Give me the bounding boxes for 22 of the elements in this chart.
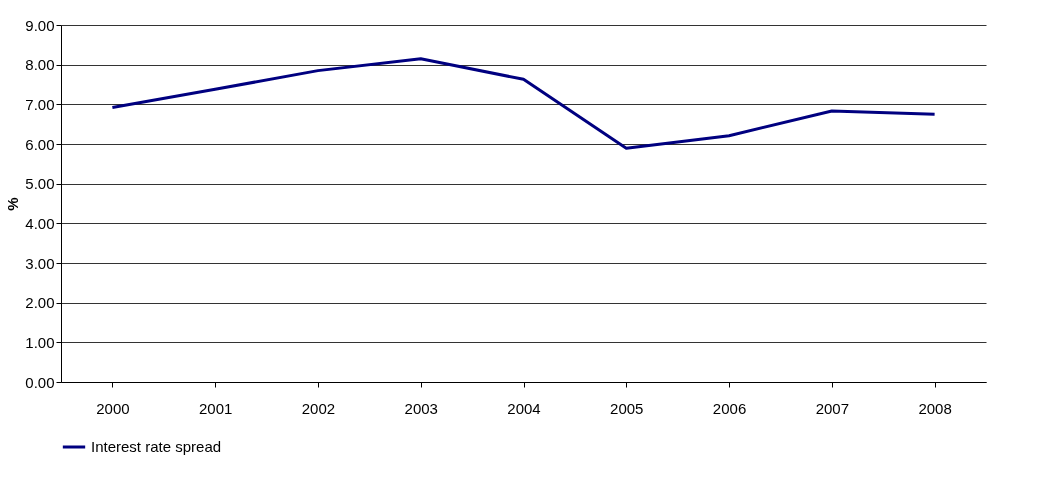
y-tick-label: 9.00 <box>25 16 55 34</box>
y-tick-label: 3.00 <box>25 254 55 272</box>
x-tick-label: 2001 <box>198 399 233 417</box>
y-axis-title: % <box>4 197 22 211</box>
legend-label: Interest rate spread <box>91 438 222 455</box>
x-tick-label: 2000 <box>96 399 130 417</box>
y-tick-label: 8.00 <box>25 56 55 74</box>
y-tick-label: 0.00 <box>25 373 55 391</box>
y-tick-label: 2.00 <box>25 294 55 312</box>
y-tick-label: 6.00 <box>25 135 55 153</box>
x-tick-label: 2003 <box>404 399 438 417</box>
line-series <box>110 57 937 150</box>
x-tick-label: 2005 <box>610 399 644 417</box>
x-tick-label: 2006 <box>712 399 747 417</box>
x-tick-label: 2002 <box>301 399 336 417</box>
x-tick-label: 2008 <box>918 399 952 417</box>
y-tick-label: 5.00 <box>25 175 55 193</box>
y-tick-label: 1.00 <box>25 333 55 351</box>
y-tick-label: 7.00 <box>25 95 55 113</box>
y-tick-label: 4.00 <box>25 214 55 232</box>
x-tick-label: 2004 <box>507 399 541 417</box>
x-tick-label: 2007 <box>815 399 850 417</box>
